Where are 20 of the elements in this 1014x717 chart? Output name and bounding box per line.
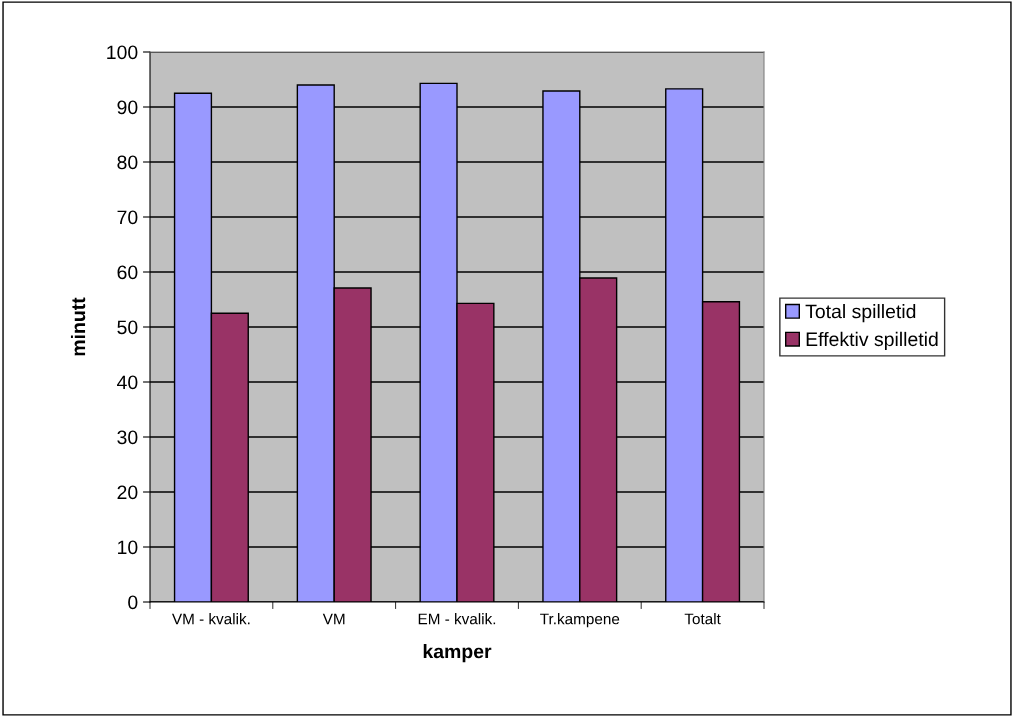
x-tick-label: VM - kvalik. xyxy=(172,613,250,625)
legend-label: Total spilletid xyxy=(805,304,916,323)
x-tick-label: Totalt xyxy=(684,613,721,625)
y-tick-label: 40 xyxy=(117,375,138,390)
y-tick-label: 50 xyxy=(117,320,138,335)
x-tick-label: Tr.kampene xyxy=(540,613,620,628)
y-tick-label: 90 xyxy=(117,100,138,115)
y-tick-label: 100 xyxy=(107,45,138,60)
y-tick-label: 30 xyxy=(117,430,138,445)
y-tick-label: 80 xyxy=(117,155,138,170)
x-axis-title: kamper xyxy=(423,644,492,663)
y-axis-title: minutt xyxy=(70,297,86,356)
x-tick-label: EM - kvalik. xyxy=(418,613,496,625)
legend-label: Effektiv spilletid xyxy=(806,331,938,350)
y-tick-label: 70 xyxy=(117,210,138,225)
y-tick-label: 0 xyxy=(128,595,138,610)
y-tick-label: 60 xyxy=(117,265,138,280)
y-tick-label: 10 xyxy=(118,540,138,555)
y-tick-label: 20 xyxy=(117,485,138,500)
x-tick-label: VM xyxy=(322,613,345,625)
